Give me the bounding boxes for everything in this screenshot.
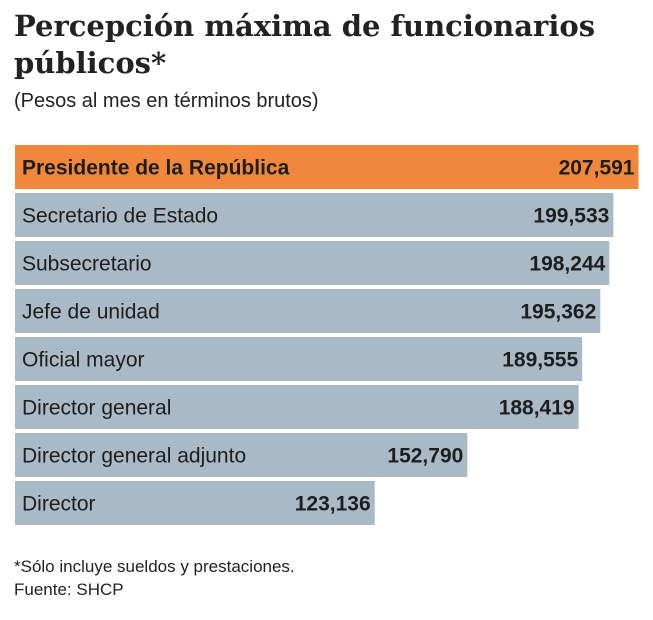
category-label: Director general adjunto bbox=[22, 445, 246, 468]
value-label: 188,419 bbox=[499, 397, 575, 420]
bar bbox=[15, 337, 583, 381]
category-label: Oficial mayor bbox=[22, 349, 145, 372]
value-label: 199,533 bbox=[533, 205, 609, 228]
bar bbox=[15, 385, 579, 429]
subtitle: (Pesos al mes en términos brutos) bbox=[14, 90, 319, 112]
value-label: 198,244 bbox=[529, 253, 605, 276]
chart-title: públicos* bbox=[14, 46, 166, 80]
chart-title: Percepción máxima de funcionarios bbox=[14, 9, 595, 43]
category-label: Secretario de Estado bbox=[22, 205, 218, 228]
category-label: Director general bbox=[22, 397, 171, 420]
category-label: Subsecretario bbox=[22, 253, 152, 276]
category-label: Director bbox=[22, 493, 96, 516]
value-label: 123,136 bbox=[295, 493, 371, 516]
bar bbox=[15, 193, 614, 237]
value-label: 195,362 bbox=[520, 301, 596, 324]
category-label: Presidente de la República bbox=[22, 157, 290, 180]
bar bbox=[15, 145, 639, 189]
source: Fuente: SHCP bbox=[14, 580, 124, 599]
bar bbox=[15, 481, 375, 525]
value-label: 207,591 bbox=[559, 157, 635, 180]
value-label: 189,555 bbox=[502, 349, 578, 372]
bar bbox=[15, 241, 610, 285]
value-label: 152,790 bbox=[387, 445, 463, 468]
category-label: Jefe de unidad bbox=[22, 301, 160, 324]
bar bbox=[15, 433, 468, 477]
footnote: *Sólo incluye sueldos y prestaciones. bbox=[14, 557, 295, 576]
bar bbox=[15, 289, 601, 333]
